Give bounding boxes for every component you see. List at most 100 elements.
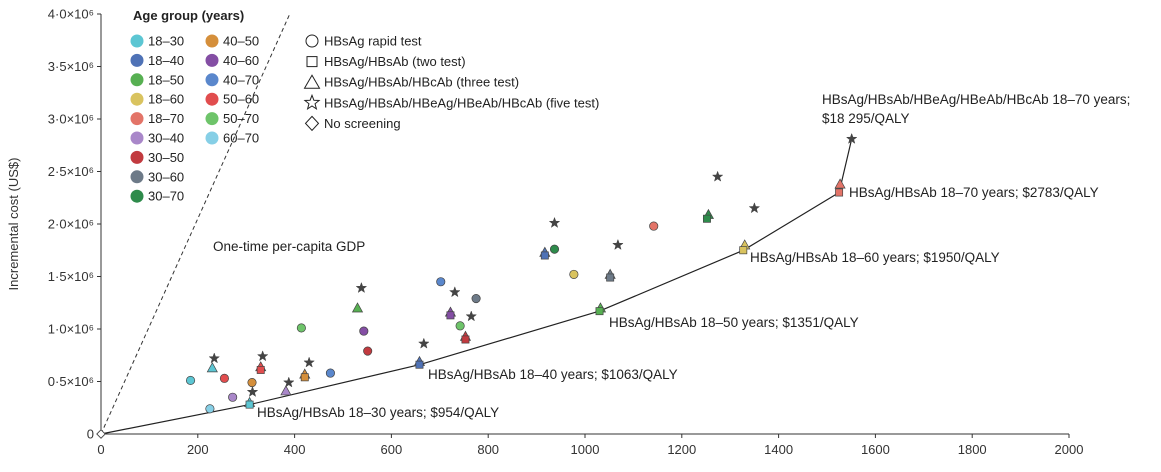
data-point-square [446,311,455,320]
annotations: One-time per-capita GDP HBsAg/HBsAb 18–3… [213,92,1130,420]
y-tick-label: 4·0×10⁶ [48,7,94,22]
legend-shape-circle-icon [305,34,319,48]
annotation-gdp: One-time per-capita GDP [213,239,365,254]
y-tick-label: 2·0×10⁶ [48,217,94,232]
legend-age-label: 18–30 [148,34,184,49]
data-point-square [606,273,615,282]
data-point-square [595,307,604,316]
data-point-triangle [351,302,364,313]
legend-age-label: 18–60 [148,92,184,107]
legend-age-swatch [130,53,144,67]
data-point-square [739,246,748,255]
annotation-18-70: HBsAg/HBsAb 18–70 years; $2783/QALY [849,185,1099,200]
data-point-star [355,281,368,294]
data-point-star [548,216,561,228]
data-point-circle [247,377,257,388]
legend-age-label: 30–50 [148,150,184,165]
legend-age-label: 40–70 [223,72,259,87]
data-point-diamond [96,429,106,439]
data-point-circle [436,277,446,287]
y-tick-label: 0 [87,427,94,442]
legend-age-label: 30–40 [148,131,184,146]
data-point-star [246,385,259,397]
legend-age-label: 40–60 [223,53,259,68]
legend-shape: HBsAg rapid test HBsAg/HBsAb (two test) HB… [303,34,599,132]
data-point-star [303,356,315,368]
legend-age-swatch [205,92,219,106]
data-point-star [282,376,295,388]
legend-age-label: 50–60 [223,92,259,107]
legend-age-label: 30–60 [148,169,184,184]
annotation-five-test-line2: $18 295/QALY [822,111,910,126]
legend-age-label: 30–70 [148,189,184,204]
data-point-circle [363,346,373,356]
x-tick-label: 1000 [571,442,600,457]
annotation-five-test-line1: HBsAg/HBsAb/HBeAg/HBeAb/HBcAb 18–70 year… [822,92,1130,107]
data-point-circle [325,368,335,378]
legend-age-title: Age group (years) [133,8,244,23]
legend-age-swatch [205,73,219,87]
marks [96,132,858,439]
x-tick-label: 1400 [764,442,793,457]
data-point-triangle [206,362,218,373]
data-point-star [612,238,624,250]
legend-shape-diamond-icon [304,115,320,132]
y-tick-label: 2·5×10⁶ [48,164,94,179]
legend-age-label: 18–40 [148,53,184,68]
y-tick-label: 3·5×10⁶ [48,59,94,74]
data-point-star [417,337,430,349]
data-point-square [415,360,424,369]
x-tick-label: 0 [97,442,104,457]
legend-shape-label: HBsAg/HBsAb/HBeAg/HBeAb/HBcAb (five test… [324,95,599,110]
x-tick-label: 1600 [861,442,890,457]
legend-age-swatch [130,131,144,145]
x-tick-label: 600 [381,442,403,457]
data-point-star [845,132,858,144]
legend-age-label: 40–50 [223,34,259,49]
legend-age: Age group (years) 18–30 18–40 18–50 18–60 18… [130,8,259,204]
legend-shape-triangle-icon [303,74,321,89]
legend-age-label: 18–70 [148,111,184,126]
legend-age-swatch [130,150,144,164]
x-tick-label: 400 [284,442,306,457]
data-point-circle [219,373,229,383]
data-point-circle [205,404,215,414]
data-point-circle [228,392,238,402]
annotation-18-40: HBsAg/HBsAb 18–40 years; $1063/QALY [428,367,678,382]
legend-shape-label: HBsAg rapid test [324,34,422,49]
data-point-circle [471,293,481,304]
x-tick-label: 200 [187,442,209,457]
data-point-circle [455,321,465,331]
data-point-star [208,352,221,364]
data-point-star [465,310,478,322]
data-point-triangle [280,385,292,396]
y-tick-label: 3·0×10⁶ [48,112,94,127]
data-point-square [300,373,309,382]
data-point-star [711,170,724,182]
legend-shape-label: HBsAg/HBsAb/HBcAb (three test) [324,75,519,90]
legend-age-swatch [205,34,219,48]
x-tick-label: 1200 [667,442,696,457]
data-point-square [245,400,254,409]
data-point-circle [185,375,196,385]
y-axis-title: Incremental cost (US$) [6,158,21,291]
legend-shape-label: HBsAg/HBsAb (two test) [324,54,466,69]
y-tick-label: 1·0×10⁶ [48,322,94,337]
ticks: 0 200 400 600 800 1000 1200 1400 1600 1800 2000 0 0·… [48,7,1084,458]
legend-age-label: 18–50 [148,72,184,87]
data-point-triangle [834,178,846,189]
data-point-circle [549,244,560,254]
annotation-18-30: HBsAg/HBsAb 18–30 years; $954/QALY [257,405,499,420]
legend-age-label: 50–70 [223,111,259,126]
data-point-circle [569,269,579,279]
annotation-18-60: HBsAg/HBsAb 18–60 years; $1950/QALY [750,250,1000,265]
data-point-square [256,366,265,374]
legend-shape-square-icon [306,56,318,68]
data-point-square [835,188,844,197]
legend-age-swatch [130,170,144,184]
data-point-star [748,202,761,214]
data-point-square [461,335,470,344]
data-point-star [448,286,461,298]
legend-age-label: 60–70 [223,131,259,146]
